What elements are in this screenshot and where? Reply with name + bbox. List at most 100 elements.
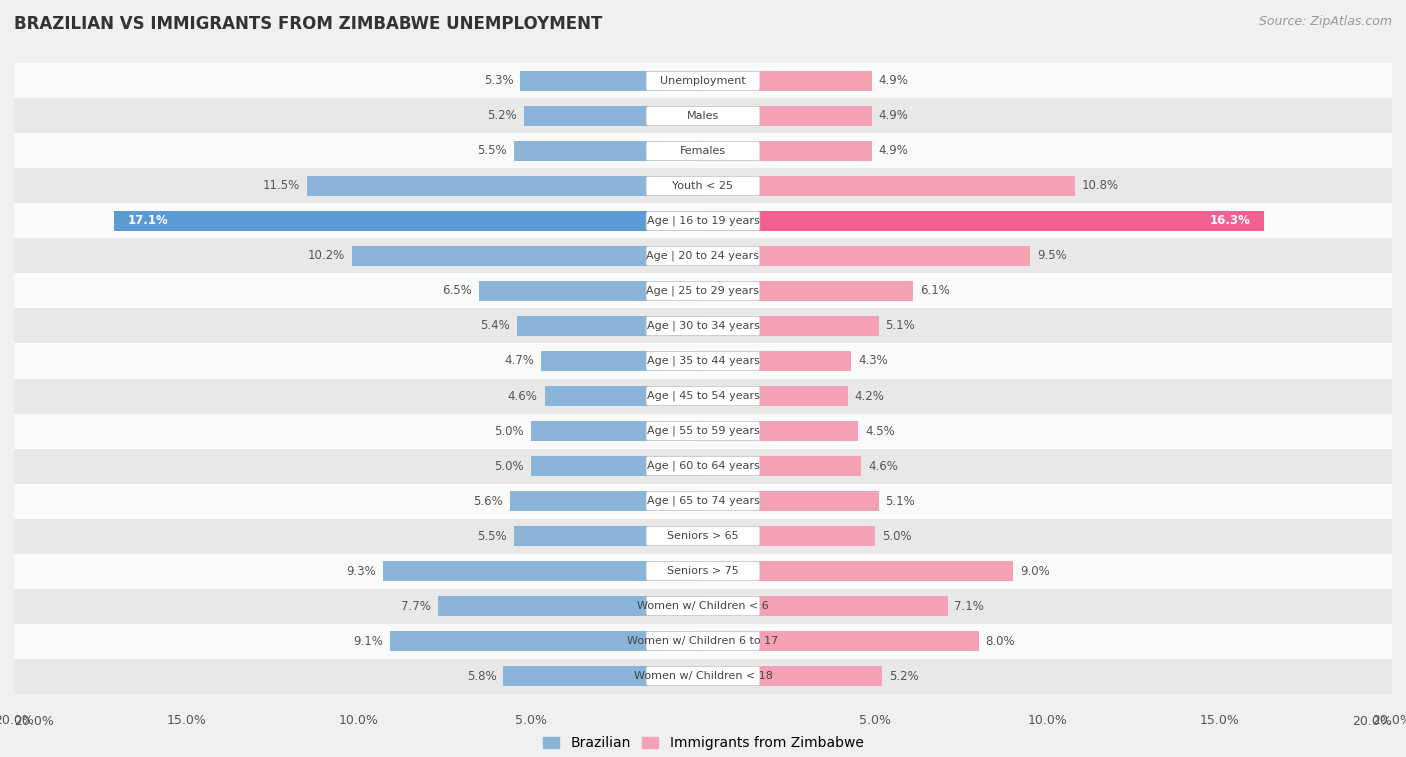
- Bar: [307, 176, 703, 195]
- Bar: [114, 211, 703, 231]
- FancyBboxPatch shape: [647, 562, 759, 581]
- Bar: [389, 631, 703, 650]
- Bar: [14, 344, 1392, 378]
- Text: 4.9%: 4.9%: [879, 110, 908, 123]
- Text: Seniors > 75: Seniors > 75: [666, 566, 740, 576]
- Text: BRAZILIAN VS IMMIGRANTS FROM ZIMBABWE UNEMPLOYMENT: BRAZILIAN VS IMMIGRANTS FROM ZIMBABWE UN…: [14, 15, 602, 33]
- FancyBboxPatch shape: [647, 351, 759, 370]
- Text: 4.3%: 4.3%: [858, 354, 887, 367]
- Text: 5.3%: 5.3%: [484, 74, 513, 88]
- Bar: [14, 484, 1392, 519]
- Text: Age | 45 to 54 years: Age | 45 to 54 years: [647, 391, 759, 401]
- Text: Seniors > 65: Seniors > 65: [668, 531, 738, 541]
- Bar: [517, 316, 703, 335]
- Text: 4.6%: 4.6%: [869, 459, 898, 472]
- Text: 4.9%: 4.9%: [879, 74, 908, 88]
- Text: 5.1%: 5.1%: [886, 494, 915, 507]
- Bar: [531, 422, 703, 441]
- Bar: [703, 71, 872, 91]
- Text: 5.2%: 5.2%: [488, 110, 517, 123]
- Text: 4.9%: 4.9%: [879, 145, 908, 157]
- Text: 5.1%: 5.1%: [886, 319, 915, 332]
- Text: Unemployment: Unemployment: [661, 76, 745, 86]
- Bar: [14, 448, 1392, 484]
- Bar: [703, 246, 1031, 266]
- Bar: [14, 378, 1392, 413]
- Text: 5.5%: 5.5%: [477, 145, 506, 157]
- FancyBboxPatch shape: [647, 387, 759, 406]
- Bar: [14, 238, 1392, 273]
- FancyBboxPatch shape: [647, 211, 759, 230]
- Bar: [14, 309, 1392, 344]
- Text: Age | 35 to 44 years: Age | 35 to 44 years: [647, 356, 759, 366]
- Text: 9.3%: 9.3%: [346, 565, 375, 578]
- Bar: [14, 169, 1392, 204]
- Bar: [14, 553, 1392, 588]
- Text: 7.7%: 7.7%: [401, 600, 430, 612]
- FancyBboxPatch shape: [647, 597, 759, 615]
- Bar: [14, 98, 1392, 133]
- Text: 8.0%: 8.0%: [986, 634, 1015, 647]
- Bar: [14, 413, 1392, 448]
- Text: 16.3%: 16.3%: [1209, 214, 1251, 228]
- Text: Youth < 25: Youth < 25: [672, 181, 734, 191]
- Legend: Brazilian, Immigrants from Zimbabwe: Brazilian, Immigrants from Zimbabwe: [537, 731, 869, 755]
- Text: 17.1%: 17.1%: [128, 214, 169, 228]
- FancyBboxPatch shape: [647, 491, 759, 510]
- Bar: [437, 597, 703, 615]
- Bar: [703, 386, 848, 406]
- FancyBboxPatch shape: [647, 667, 759, 685]
- Bar: [14, 273, 1392, 309]
- FancyBboxPatch shape: [647, 422, 759, 441]
- FancyBboxPatch shape: [647, 247, 759, 266]
- Bar: [479, 282, 703, 301]
- Text: 5.6%: 5.6%: [474, 494, 503, 507]
- Text: Age | 20 to 24 years: Age | 20 to 24 years: [647, 251, 759, 261]
- Text: 6.1%: 6.1%: [920, 285, 950, 298]
- FancyBboxPatch shape: [647, 631, 759, 650]
- Bar: [14, 624, 1392, 659]
- Bar: [513, 526, 703, 546]
- Bar: [14, 133, 1392, 169]
- Bar: [703, 597, 948, 615]
- FancyBboxPatch shape: [647, 282, 759, 301]
- Text: 10.2%: 10.2%: [308, 250, 344, 263]
- Bar: [513, 142, 703, 160]
- Bar: [703, 456, 862, 475]
- Bar: [503, 666, 703, 686]
- Text: Women w/ Children < 18: Women w/ Children < 18: [634, 671, 772, 681]
- Text: 9.5%: 9.5%: [1038, 250, 1067, 263]
- Text: 11.5%: 11.5%: [263, 179, 299, 192]
- Text: Age | 60 to 64 years: Age | 60 to 64 years: [647, 461, 759, 472]
- Text: 5.0%: 5.0%: [882, 529, 911, 543]
- FancyBboxPatch shape: [647, 72, 759, 90]
- Text: 7.1%: 7.1%: [955, 600, 984, 612]
- FancyBboxPatch shape: [647, 527, 759, 546]
- Bar: [703, 316, 879, 335]
- Bar: [703, 422, 858, 441]
- Bar: [531, 456, 703, 475]
- Text: 4.6%: 4.6%: [508, 390, 537, 403]
- Bar: [14, 588, 1392, 624]
- Text: 5.4%: 5.4%: [481, 319, 510, 332]
- Bar: [14, 204, 1392, 238]
- FancyBboxPatch shape: [647, 456, 759, 475]
- Text: Women w/ Children 6 to 17: Women w/ Children 6 to 17: [627, 636, 779, 646]
- Text: Source: ZipAtlas.com: Source: ZipAtlas.com: [1258, 15, 1392, 28]
- Text: 20.0%: 20.0%: [14, 715, 53, 727]
- Bar: [703, 666, 882, 686]
- Text: 9.0%: 9.0%: [1019, 565, 1050, 578]
- Bar: [703, 562, 1012, 581]
- Bar: [703, 631, 979, 650]
- Text: 5.8%: 5.8%: [467, 669, 496, 683]
- Bar: [14, 519, 1392, 553]
- Text: 4.7%: 4.7%: [505, 354, 534, 367]
- Text: 4.2%: 4.2%: [855, 390, 884, 403]
- Bar: [703, 211, 1264, 231]
- Bar: [703, 351, 851, 371]
- Bar: [703, 107, 872, 126]
- Bar: [14, 64, 1392, 98]
- Text: 6.5%: 6.5%: [443, 285, 472, 298]
- Bar: [14, 659, 1392, 693]
- Text: Age | 30 to 34 years: Age | 30 to 34 years: [647, 321, 759, 332]
